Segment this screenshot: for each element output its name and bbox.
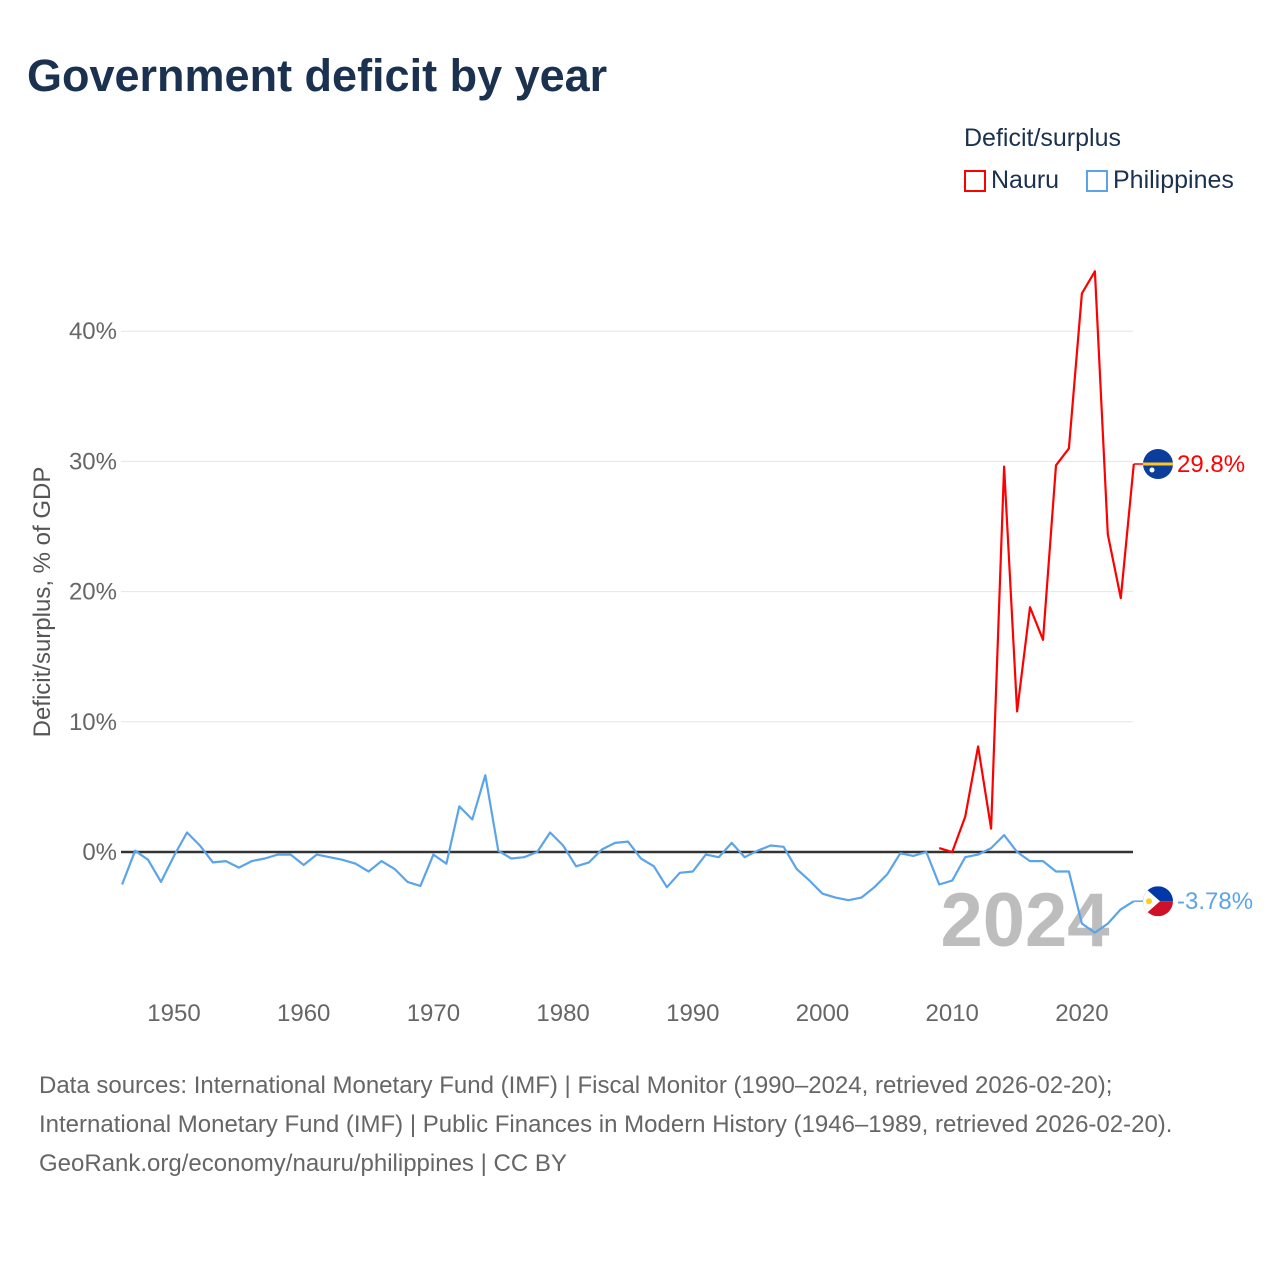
x-tick-label: 1980 — [536, 1000, 589, 1027]
flag-star — [1149, 467, 1155, 473]
data-sources: Data sources: International Monetary Fun… — [39, 1072, 1173, 1138]
flag-sun — [1146, 898, 1152, 905]
end-value-label: -3.78% — [1177, 888, 1253, 915]
x-tick-label: 1970 — [407, 1000, 460, 1027]
x-tick-label: 1990 — [666, 1000, 719, 1027]
footer: Data sources: International Monetary Fun… — [39, 1066, 1239, 1183]
legend-swatch-philippines — [1086, 169, 1108, 192]
line-chart: 0% 10% 20% 30% 40% 1950 1960 1970 1980 1990 2000 20… — [29, 270, 1253, 1027]
y-tick-label: 10% — [69, 709, 117, 736]
legend-swatch-nauru — [964, 169, 986, 192]
flag-stripe — [1143, 462, 1173, 466]
x-tick-label: 2010 — [926, 1000, 979, 1027]
x-tick-label: 2000 — [796, 1000, 849, 1027]
end-value-label: 29.8% — [1177, 451, 1245, 478]
x-tick-label: 1960 — [277, 1000, 330, 1027]
philippines-flag-icon — [1143, 886, 1173, 917]
nauru-flag-icon — [1143, 449, 1173, 480]
x-tick-label: 2020 — [1055, 1000, 1108, 1027]
y-tick-label: 0% — [82, 839, 117, 866]
flag-body — [1143, 886, 1173, 917]
page-title: Government deficit by year — [27, 50, 608, 101]
credit-link[interactable]: GeoRank.org/economy/nauru/philippines | … — [39, 1150, 567, 1177]
y-tick-label: 20% — [69, 579, 117, 606]
legend-title: Deficit/surplus — [964, 124, 1121, 152]
y-tick-label: 40% — [69, 318, 117, 345]
legend-item-nauru[interactable]: Nauru — [964, 166, 1059, 195]
legend-label: Nauru — [991, 166, 1060, 194]
legend-item-philippines[interactable]: Philippines — [1086, 166, 1234, 195]
legend-label: Philippines — [1113, 166, 1234, 194]
year-watermark: 2024 — [940, 878, 1109, 963]
series-line-nauru — [938, 270, 1135, 854]
x-tick-label: 1950 — [147, 1000, 200, 1027]
y-tick-label: 30% — [69, 448, 117, 475]
y-axis-label: Deficit/surplus, % of GDP — [29, 467, 56, 738]
series-line-philippines — [121, 774, 1135, 934]
